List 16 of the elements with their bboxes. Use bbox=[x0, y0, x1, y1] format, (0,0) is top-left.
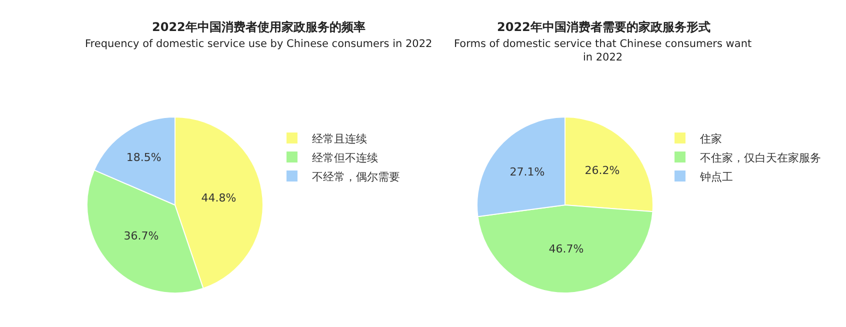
data-label: 36.7% bbox=[124, 230, 159, 243]
legend-label: 经常但不连续 bbox=[312, 151, 378, 164]
data-label: 44.8% bbox=[201, 191, 236, 204]
legend-label: 钟点工 bbox=[699, 170, 733, 184]
chart-title: 2022年中国消费者需要的家政服务形式 bbox=[497, 20, 710, 34]
data-label: 27.1% bbox=[510, 165, 545, 178]
chart-title: 2022年中国消费者使用家政服务的频率 bbox=[152, 20, 366, 34]
legend-label: 不住家，仅白天在家服务 bbox=[700, 151, 821, 164]
data-label: 18.5% bbox=[126, 151, 162, 164]
data-label: 46.7% bbox=[548, 242, 584, 256]
chart-subtitle: Frequency of domestic service use by Chinese consumers in 2022 bbox=[85, 38, 432, 50]
chart-subtitle: Forms of domestic service that Chinese consumers want in 2022 bbox=[454, 38, 752, 64]
legend-label: 经常且连续 bbox=[312, 132, 367, 146]
legend-label: 不经常，偶尔需要 bbox=[312, 170, 400, 184]
data-label: 26.2% bbox=[584, 164, 620, 177]
legend-label: 住家 bbox=[700, 132, 722, 146]
